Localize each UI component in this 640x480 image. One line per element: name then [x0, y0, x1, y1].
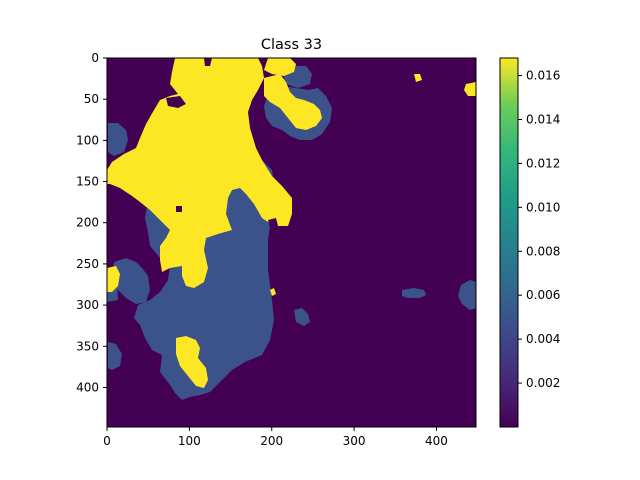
- heatmap-low-holes: [166, 58, 278, 228]
- colorbar-tick-label: 0.016: [526, 69, 560, 83]
- x-tick-label: 400: [425, 434, 448, 448]
- colorbar-tick-label: 0.014: [526, 113, 560, 127]
- x-tick-label: 0: [103, 434, 111, 448]
- x-tick-label: 200: [260, 434, 283, 448]
- heatmap-image: [107, 58, 476, 427]
- y-tick-label: 50: [84, 92, 99, 106]
- y-tick-label: 250: [76, 257, 99, 271]
- colorbar-tick-label: 0.008: [526, 244, 560, 258]
- colorbar-tick-label: 0.012: [526, 156, 560, 170]
- y-tick-label: 150: [76, 175, 99, 189]
- y-tick-label: 0: [91, 51, 99, 65]
- colorbar-axis: 0.002 0.004 0.006 0.008 0.010 0.012 0.014 0.016: [518, 69, 560, 390]
- x-tick-label: 300: [343, 434, 366, 448]
- colorbar-tick-label: 0.010: [526, 200, 560, 214]
- colorbar-gradient: [500, 58, 518, 427]
- y-tick-label: 300: [76, 298, 99, 312]
- heatmap-high-regions: [107, 58, 476, 388]
- colorbar-tick-label: 0.006: [526, 288, 560, 302]
- colorbar-tick-label: 0.004: [526, 332, 560, 346]
- y-axis: 0 50 100 150 200 250 300 350 400: [76, 51, 107, 394]
- y-tick-label: 100: [76, 133, 99, 147]
- chart-title: Class 33: [261, 37, 322, 53]
- x-tick-label: 100: [178, 434, 201, 448]
- x-axis: 0 100 200 300 400: [103, 427, 448, 448]
- y-tick-label: 350: [76, 339, 99, 353]
- colorbar-tick-label: 0.002: [526, 376, 560, 390]
- plot-frame: [106, 57, 477, 428]
- colorbar-frame: [499, 57, 519, 428]
- y-tick-label: 400: [76, 380, 99, 394]
- y-tick-label: 200: [76, 216, 99, 230]
